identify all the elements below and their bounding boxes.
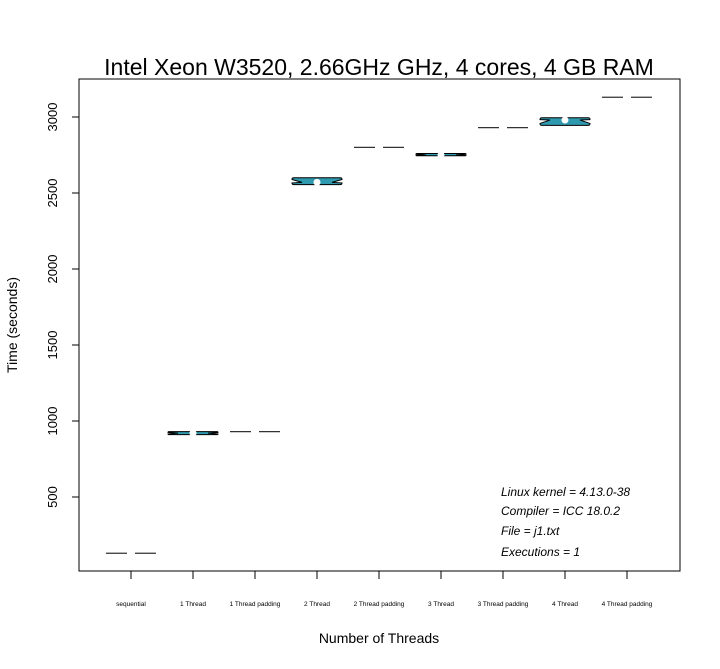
chart-title: Intel Xeon W3520, 2.66GHz GHz, 4 cores, …: [104, 54, 654, 80]
y-axis: 500 1000 1500 2000 2500 3000: [45, 103, 79, 508]
y-tick-label: 2500: [45, 179, 60, 208]
x-tick-label: 2 Thread: [304, 601, 330, 608]
median-point: [313, 178, 321, 186]
y-tick-label: 500: [45, 486, 60, 508]
x-axis: sequential 1 Thread 1 Thread padding 2 Thre…: [116, 571, 653, 608]
median-point: [437, 151, 445, 159]
y-axis-label: Time (seconds): [4, 277, 20, 373]
annotation-line: Linux kernel = 4.13.0-38: [501, 485, 630, 499]
x-axis-label: Number of Threads: [319, 630, 439, 646]
data-marks: [106, 96, 652, 554]
annotation-block: Linux kernel = 4.13.0-38 Compiler = ICC 1…: [501, 485, 630, 559]
median-point: [189, 429, 197, 437]
annotation-line: File = j1.txt: [501, 524, 560, 538]
x-tick-label: 4 Thread: [552, 601, 578, 608]
annotation-line: Compiler = ICC 18.0.2: [501, 504, 620, 518]
x-tick-label: sequential: [116, 601, 146, 608]
median-point: [561, 116, 569, 124]
y-tick-label: 1000: [45, 407, 60, 436]
x-tick-label: 1 Thread: [180, 601, 206, 608]
y-tick-label: 1500: [45, 331, 60, 360]
annotation-line: Executions = 1: [501, 545, 580, 559]
x-tick-label: 3 Thread: [428, 601, 454, 608]
x-tick-label: 4 Thread padding: [602, 601, 653, 608]
x-tick-label: 1 Thread padding: [230, 601, 281, 608]
x-tick-label: 2 Thread padding: [354, 601, 405, 608]
y-tick-label: 3000: [45, 103, 60, 132]
x-tick-label: 3 Thread padding: [478, 601, 529, 608]
y-tick-label: 2000: [45, 255, 60, 284]
